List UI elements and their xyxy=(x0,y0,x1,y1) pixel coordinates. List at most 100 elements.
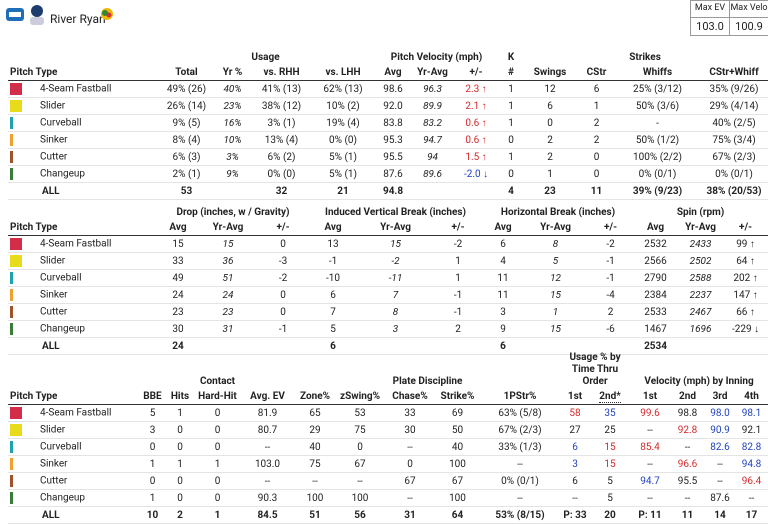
column-header-text: 3rd xyxy=(712,390,728,402)
cell: 58 xyxy=(560,404,591,422)
pitch-swatch xyxy=(10,323,13,335)
cell: 94.7 xyxy=(413,131,453,149)
pitch-row: Sinker 8% (4) 10% 13% (4) 0% (0) 95.3 94.7 0.6 … xyxy=(8,131,768,149)
column-header-text: 1PStr% xyxy=(503,390,537,402)
cell: 2 xyxy=(578,114,616,132)
stats-table: Drop (inches, w / Gravity) Induced Vertic… xyxy=(8,203,768,355)
pitch-name: Slider xyxy=(40,100,66,112)
cell: 3% xyxy=(215,148,250,166)
cell: 0 xyxy=(165,472,195,490)
cell xyxy=(433,337,484,355)
group-header: Horizontal Break (inches) xyxy=(500,207,616,218)
team-badge xyxy=(101,8,113,20)
cell: 82.8 xyxy=(735,438,768,456)
pitch-name: Sinker xyxy=(40,289,68,301)
cell: -- xyxy=(385,438,435,456)
cell: -- xyxy=(630,421,671,439)
cell: 24 xyxy=(198,286,258,304)
cell: 100 xyxy=(435,455,480,473)
column-header: Avg xyxy=(483,219,524,236)
column-header-text: vs. RHH xyxy=(263,66,300,78)
column-header: 1st xyxy=(630,388,671,405)
cell: 0 xyxy=(500,131,523,149)
cell: 20 xyxy=(590,506,631,524)
group-header: Velocity (mph) by Inning xyxy=(644,376,754,387)
cell: 67 xyxy=(335,455,385,473)
pitch-type-cell: Sinker xyxy=(8,286,158,304)
cell: 94.8 xyxy=(373,182,414,200)
pitch-type-cell: Changeup xyxy=(8,165,158,183)
column-header-text: +/- xyxy=(469,66,483,78)
cell: 30 xyxy=(158,320,198,338)
cell: 6% (2) xyxy=(250,148,313,166)
cell: 67% (2/3) xyxy=(700,148,768,166)
column-header: Zone% xyxy=(295,388,335,405)
column-header: # xyxy=(500,64,523,81)
cell: 31 xyxy=(198,320,258,338)
cell: -2 xyxy=(258,269,309,287)
cell: 0 xyxy=(195,489,240,507)
pitch-type-cell: Curveball xyxy=(8,269,158,287)
cell: 63% (5/8) xyxy=(480,404,561,422)
column-header: 2nd* xyxy=(590,388,631,405)
cell: 5 xyxy=(590,472,631,490)
cell: 99.6 xyxy=(630,404,671,422)
column-header: vs. RHH xyxy=(250,64,313,81)
pitch-type-cell: Sinker xyxy=(8,455,140,473)
cell: -2 xyxy=(588,235,634,253)
pitch-row: Curveball 0 0 0 -- 40 0 -- 40 33% (1/3) 6 15 85.4 -- 8… xyxy=(8,438,768,456)
column-header: Avg. EV xyxy=(240,388,295,405)
cell: -11 xyxy=(358,269,434,287)
pitch-swatch xyxy=(10,100,22,112)
column-header-text: Avg xyxy=(646,221,665,233)
cell: 0 xyxy=(165,421,195,439)
group-header: Contact xyxy=(199,376,236,387)
pitch-row: Cutter 0 0 0 -- -- -- 67 67 0% (0/1) 6 5 94.7 95.5 -- 9… xyxy=(8,472,768,490)
column-header: Yr % xyxy=(215,64,250,81)
cell: 9 xyxy=(483,320,524,338)
cell: 5 xyxy=(140,404,165,422)
cell: 84.5 xyxy=(240,506,295,524)
cell: 0 xyxy=(578,165,616,183)
pitch-swatch xyxy=(10,151,13,163)
cell: 96.3 xyxy=(413,80,453,98)
cell: 94.7 xyxy=(630,472,671,490)
cell: 11 xyxy=(483,269,524,287)
cell: 94.8 xyxy=(735,455,768,473)
cell: -- xyxy=(295,472,335,490)
cell: 1 xyxy=(140,455,165,473)
cell: 24 xyxy=(158,337,198,355)
cell: 33 xyxy=(158,252,198,270)
pitch-swatch xyxy=(10,289,13,301)
cell: 100 xyxy=(435,489,480,507)
cell: 95.3 xyxy=(373,131,414,149)
cell: 23% xyxy=(215,97,250,115)
group-header-row: Contact Plate Discipline Usage % by Time T… xyxy=(8,352,768,388)
cell: 36 xyxy=(198,252,258,270)
pitch-swatch xyxy=(10,492,13,504)
cell: 90.9 xyxy=(705,421,736,439)
pitch-swatch xyxy=(10,441,13,453)
cell: -- xyxy=(480,455,561,473)
pitch-type-cell: 4-Seam Fastball xyxy=(8,235,158,253)
cell: 94 xyxy=(413,148,453,166)
pitch-type-cell: Changeup xyxy=(8,489,140,507)
cell: P: 11 xyxy=(630,506,671,524)
cell: 51 xyxy=(295,506,335,524)
cell: -4 xyxy=(588,286,634,304)
cell: 0 xyxy=(195,421,240,439)
cell: -- xyxy=(385,489,435,507)
cell: 1 xyxy=(165,404,195,422)
column-header-text: Pitch Type xyxy=(10,66,58,78)
cell: 2237 xyxy=(678,286,724,304)
group-header: Plate Discipline xyxy=(392,376,463,387)
cell: 100 xyxy=(335,489,385,507)
column-header: Hits xyxy=(165,388,195,405)
cell: 1.5 ↑ xyxy=(452,148,501,166)
cell: 67 xyxy=(435,472,480,490)
column-header: Total xyxy=(158,64,215,81)
group-header: Usage xyxy=(251,52,280,63)
column-header: Pitch Type xyxy=(8,388,140,405)
cell xyxy=(215,182,250,200)
cell: 2502 xyxy=(678,252,724,270)
